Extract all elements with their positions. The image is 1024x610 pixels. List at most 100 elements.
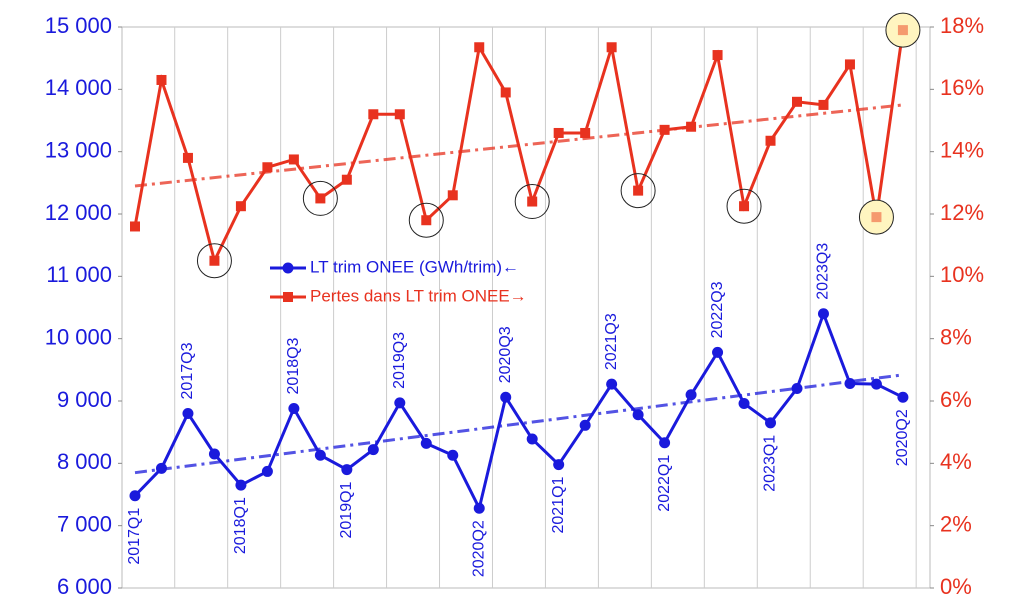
y2-tick-label: 4% [940,449,972,474]
point [579,419,591,431]
point [341,174,352,185]
point [659,124,670,135]
point [130,221,140,232]
x-tick-label: 2023Q3 [815,243,832,300]
point [500,87,511,98]
point [182,152,193,163]
point [473,502,485,514]
point [685,389,697,401]
marks: 2017Q1 2017Q3 2018Q1 2018Q3 2019Q1 2019Q3 2020… [126,12,921,577]
point [871,212,882,223]
legend-swatch [283,292,293,302]
point [421,215,432,226]
x-tick-label: 2020Q2 [894,409,911,466]
point [341,464,353,476]
point [844,59,855,70]
trend-line [134,373,904,475]
point [208,448,220,460]
y2-tick-label: 18% [940,13,984,38]
x-tick-label: 2019Q1 [338,481,355,538]
legend-label: Pertes dans LT trim ONEE→ [310,286,527,305]
y2-tick-label: 14% [940,137,984,162]
point [182,407,194,419]
point [367,444,379,456]
y-tick-label: 12 000 [45,200,112,225]
point [315,193,326,204]
point [870,378,882,390]
point [553,459,565,471]
y-tick-label: 13 000 [45,137,112,162]
legend-label: LT trim ONEE (GWh/trim)← [310,257,519,276]
callout-circle [302,180,338,216]
x-tick-label: 2021Q1 [550,476,567,533]
y2-tick-label: 0% [940,574,972,599]
series-line [133,309,904,513]
point [447,190,458,201]
x-tick-label: 2020Q3 [497,326,514,383]
point [738,397,750,409]
point [686,121,697,132]
point [129,490,141,502]
point [314,449,326,461]
y2-tick-label: 10% [940,262,984,287]
point [526,433,538,445]
y2-tick-label: 6% [940,387,972,412]
x-tick-label: 2018Q3 [285,337,302,394]
y2-tick-label: 12% [940,200,984,225]
x-tick-label: 2022Q1 [656,455,673,512]
y-tick-label: 7 000 [57,511,112,536]
y-tick-label: 6 000 [57,574,112,599]
point [844,378,856,390]
x-tick-label: 2023Q1 [762,435,779,492]
y-tick-label: 10 000 [45,324,112,349]
series-line [133,29,905,266]
y-tick-label: 14 000 [45,75,112,100]
point [553,127,564,138]
y-tick-label: 15 000 [45,13,112,38]
point [527,196,538,207]
point [659,437,671,449]
point [209,255,220,266]
x-tick-label: 2017Q3 [179,342,196,399]
point [235,479,247,491]
point [156,74,167,85]
point [235,201,246,212]
point [633,185,644,196]
x-tick-label: 2019Q3 [391,332,408,389]
y2-tick-label: 16% [940,75,984,100]
point [368,109,379,120]
callout-circle [726,188,762,224]
callout-circle [620,173,656,209]
point [262,162,273,173]
x-tick-label: 2018Q1 [232,497,249,554]
point [739,201,750,212]
point [420,437,432,449]
point [288,154,299,165]
point [288,402,300,414]
grid [174,27,917,588]
x-tick-label: 2017Q1 [126,508,143,565]
callout-circle [514,184,550,220]
plot-frame [121,26,931,589]
x-tick-label: 2021Q3 [603,313,620,370]
point [500,391,512,403]
point [261,465,273,477]
point [765,135,776,146]
point [447,449,459,461]
point [712,50,723,61]
point [580,127,591,138]
point [791,383,803,395]
point [897,25,908,36]
y-tick-label: 8 000 [57,449,112,474]
x-tick-label: 2020Q2 [470,520,487,577]
point [474,42,485,53]
callout-circle [196,243,232,279]
point [765,417,777,429]
y-tick-label: 11 000 [46,262,112,287]
point [817,308,829,320]
point [792,96,802,107]
point [394,109,405,120]
callout-circle [408,202,444,238]
y-tick-label: 9 000 [57,387,112,412]
